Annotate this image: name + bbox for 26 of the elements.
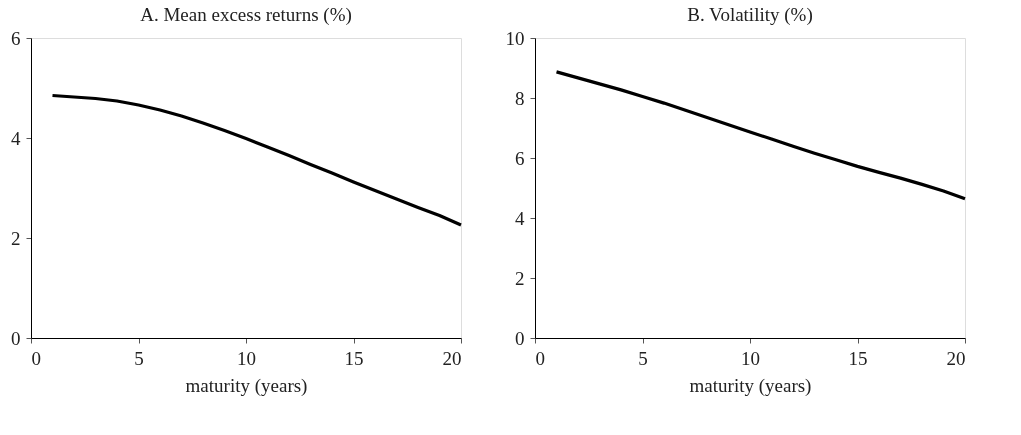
x-tick-label: 15 <box>344 347 364 369</box>
y-tick-label: 0 <box>515 327 525 349</box>
x-tick-label: 20 <box>946 347 966 369</box>
x-tick-label: 20 <box>442 347 462 369</box>
x-tick-label: 0 <box>31 347 41 369</box>
y-tick-label: 10 <box>505 27 525 49</box>
x-tick-label: 10 <box>741 347 760 369</box>
x-tick-label: 0 <box>535 347 545 369</box>
x-tick-label: 5 <box>134 347 144 369</box>
x-tick-label: 15 <box>848 347 868 369</box>
x-axis-title: maturity (years) <box>689 374 812 397</box>
line-series <box>554 70 967 201</box>
y-tick-label: 6 <box>11 27 21 49</box>
chart-title: B. Volatility (%) <box>687 4 813 26</box>
y-tick-label: 4 <box>515 207 525 229</box>
y-tick-label: 4 <box>11 127 21 149</box>
y-tick-label: 8 <box>515 87 525 109</box>
y-tick-label: 0 <box>11 327 21 349</box>
y-tick-label: 6 <box>515 147 525 169</box>
line-series <box>50 93 463 227</box>
x-axis-title: maturity (years) <box>185 374 308 397</box>
y-tick-label: 2 <box>11 227 21 249</box>
chart-title: A. Mean excess returns (%) <box>140 4 352 26</box>
y-tick-label: 2 <box>515 267 525 289</box>
x-tick-label: 10 <box>237 347 256 369</box>
x-tick-label: 5 <box>638 347 648 369</box>
